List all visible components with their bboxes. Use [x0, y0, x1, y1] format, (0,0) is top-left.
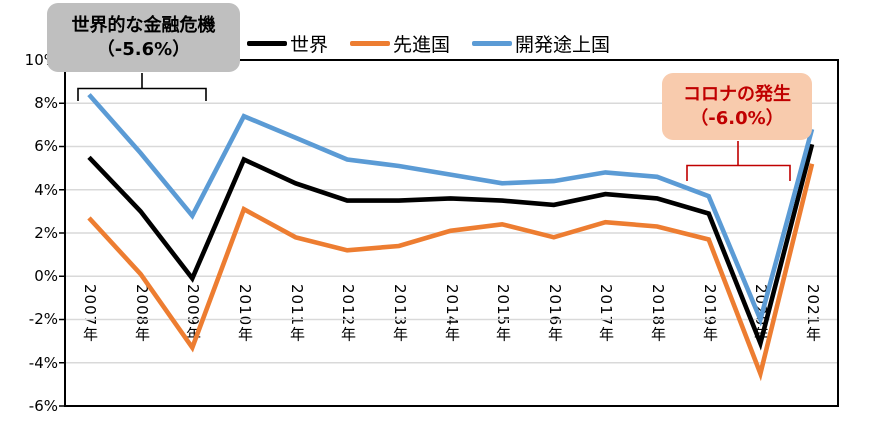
world-line-swatch: [247, 41, 287, 46]
plot-border: [64, 59, 839, 407]
x-axis-label: 2016年: [546, 284, 564, 343]
financial-crisis-value: （-5.6%）: [96, 38, 191, 60]
series-line-2: [87, 93, 815, 327]
y-axis-label: 2%: [34, 224, 58, 242]
x-axis-label: 2007年: [81, 284, 99, 343]
covid-callout: コロナの発生 （-6.0%）: [662, 73, 812, 140]
legend-item-developing: 開発途上国: [472, 30, 610, 57]
series-line-0: [87, 143, 815, 351]
y-axis-label: 8%: [34, 94, 58, 112]
y-axis-label: 4%: [34, 181, 58, 199]
developing-line-swatch: [472, 41, 513, 46]
bracket-layer: [77, 73, 791, 181]
x-axis-label: 2008年: [133, 284, 151, 343]
advanced-line-swatch: [350, 41, 391, 46]
x-axis-label: 2019年: [701, 284, 719, 343]
covid-value: （-6.0%）: [690, 107, 784, 129]
y-axis-label: -6%: [28, 397, 58, 415]
x-axis-label: 2012年: [339, 284, 357, 343]
x-axis-label: 2018年: [649, 284, 667, 343]
x-axis-label: 2015年: [494, 284, 512, 343]
x-axis-label: 2014年: [443, 284, 461, 343]
x-axis-label: 2011年: [288, 284, 306, 343]
x-axis-label: 2010年: [236, 284, 254, 343]
financial-crisis-callout: 世界的な金融危機 （-5.6%）: [47, 3, 240, 72]
legend-label: 先進国: [393, 34, 451, 56]
legend-label: 開発途上国: [515, 34, 611, 56]
legend-item-world: 世界: [247, 30, 328, 57]
x-axis-label: 2021年: [804, 284, 822, 343]
covid-bracket: [686, 141, 791, 181]
legend-item-advanced: 先進国: [350, 30, 450, 57]
x-axis-label: 2013年: [391, 284, 409, 343]
y-axis-label: 0%: [34, 267, 58, 285]
y-axis-label: -2%: [28, 310, 58, 328]
y-axis-label: 6%: [34, 137, 58, 155]
covid-title: コロナの発生: [683, 83, 791, 105]
financial-crisis-title: 世界的な金融危機: [71, 14, 216, 36]
x-axis-label: 2017年: [597, 284, 615, 343]
series-line-1: [87, 163, 815, 382]
legend-label: 世界: [290, 34, 329, 56]
legend: 世界 先進国 開発途上国: [247, 30, 610, 57]
y-axis-label: -4%: [28, 354, 58, 372]
financial-crisis-bracket: [77, 73, 207, 101]
